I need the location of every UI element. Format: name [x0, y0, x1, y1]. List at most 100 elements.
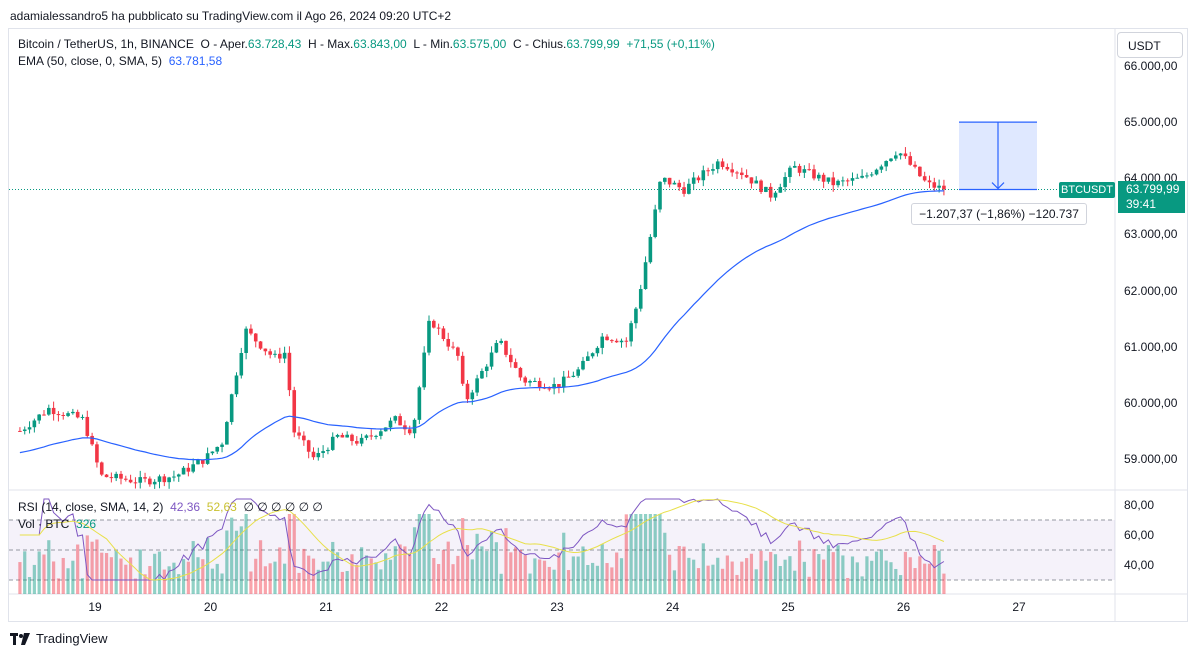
- volume-bar: [61, 557, 65, 594]
- volume-bar: [331, 541, 335, 594]
- candle-body: [388, 420, 393, 428]
- candle-body: [417, 387, 422, 420]
- volume-bar: [230, 517, 234, 594]
- candle-body: [643, 262, 648, 290]
- candle-body: [234, 375, 239, 395]
- volume-bar: [696, 568, 701, 594]
- rsi-ma-line: [19, 499, 945, 581]
- candle-body: [355, 441, 359, 444]
- candle-body: [412, 419, 417, 434]
- tradingview-brand[interactable]: TradingView: [10, 631, 108, 646]
- candle-body: [720, 161, 725, 167]
- candle-body: [821, 174, 826, 182]
- candle-body: [715, 161, 720, 170]
- candle-body: [138, 477, 143, 483]
- volume-bar: [350, 554, 354, 594]
- volume-bar: [52, 561, 56, 594]
- volume-bar: [822, 559, 826, 594]
- candle-body: [663, 177, 667, 182]
- volume-bar: [571, 556, 575, 594]
- volume-bar: [201, 559, 205, 594]
- volume-bar: [600, 544, 604, 594]
- volume-bar: [677, 546, 681, 594]
- candle-body: [812, 169, 816, 179]
- candle-body: [244, 328, 248, 354]
- volume-bar: [518, 549, 523, 594]
- candle-body: [71, 411, 75, 414]
- volume-bar: [927, 563, 932, 594]
- volume-bar: [408, 554, 412, 594]
- volume-bar: [918, 556, 922, 594]
- candle-body: [316, 453, 321, 458]
- candle-body: [735, 172, 739, 174]
- candle-body: [865, 175, 869, 177]
- candle-body: [263, 348, 268, 352]
- candle-body: [359, 437, 364, 444]
- publication-caption: adamialessandro5 ha pubblicato su Tradin…: [10, 9, 452, 23]
- volume-bar: [283, 563, 287, 594]
- volume-bar: [326, 561, 330, 594]
- volume-bar: [422, 514, 426, 594]
- volume-bar: [18, 562, 22, 594]
- candle-body: [37, 414, 41, 421]
- candle-body: [181, 467, 186, 475]
- volume-legend: Vol · BTC 326: [18, 517, 96, 531]
- candle-body: [672, 182, 677, 185]
- candle-body: [306, 440, 311, 452]
- volume-bar: [870, 560, 874, 594]
- candle-body: [220, 444, 224, 447]
- rsi-label: RSI (14, close, SMA, 14, 2): [18, 500, 164, 514]
- candle-body: [311, 451, 316, 458]
- volume-bar: [663, 532, 667, 594]
- volume-bar: [759, 550, 763, 594]
- candle-body: [759, 180, 763, 192]
- candle-body: [586, 356, 590, 361]
- volume-bar: [846, 577, 850, 594]
- volume-bar: [143, 574, 147, 594]
- volume-bar: [95, 539, 99, 594]
- volume-bar: [624, 514, 628, 594]
- candle-body: [167, 477, 171, 483]
- price-tick-label: 59.000,00: [1124, 452, 1178, 466]
- candle-body: [783, 177, 787, 188]
- volume-bar: [167, 566, 171, 594]
- volume-bar: [138, 549, 142, 594]
- volume-bar: [754, 569, 758, 594]
- volume-bar: [826, 545, 831, 594]
- volume-bar: [615, 552, 619, 594]
- volume-bar: [340, 571, 344, 594]
- volume-bar: [591, 562, 595, 594]
- time-tick-label: 24: [665, 600, 680, 614]
- candle-body: [932, 182, 937, 188]
- candle-body: [340, 434, 345, 438]
- volume-bar: [547, 566, 551, 594]
- candle-body: [152, 481, 157, 485]
- volume-bar: [254, 558, 258, 594]
- volume-bar: [634, 514, 638, 594]
- candle-body: [725, 166, 730, 170]
- candle-body: [335, 434, 340, 437]
- candle-body: [239, 353, 244, 376]
- candle-body: [696, 177, 701, 181]
- volume-bar: [432, 557, 436, 594]
- candle-body: [523, 377, 528, 383]
- candle-body: [196, 459, 200, 465]
- candle-body: [80, 416, 85, 418]
- volume-bar: [461, 518, 465, 594]
- candle-body: [205, 453, 210, 464]
- currency-selector[interactable]: USDT: [1117, 32, 1183, 58]
- rsi-legend: RSI (14, close, SMA, 14, 2) 42,36 52,63 …: [18, 500, 323, 514]
- volume-bar: [47, 540, 51, 594]
- last-price-badge: 63.799,99 39:41: [1118, 181, 1185, 213]
- volume-bar: [100, 552, 104, 594]
- candle-body: [744, 175, 749, 178]
- candle-body: [258, 341, 263, 349]
- candle-body: [768, 186, 773, 198]
- candle-body: [711, 169, 715, 171]
- volume-bar: [475, 533, 479, 594]
- candle-body: [942, 185, 946, 190]
- open-value: 63.728,43: [247, 37, 302, 51]
- candle-body: [860, 175, 864, 178]
- candle-body: [918, 166, 922, 177]
